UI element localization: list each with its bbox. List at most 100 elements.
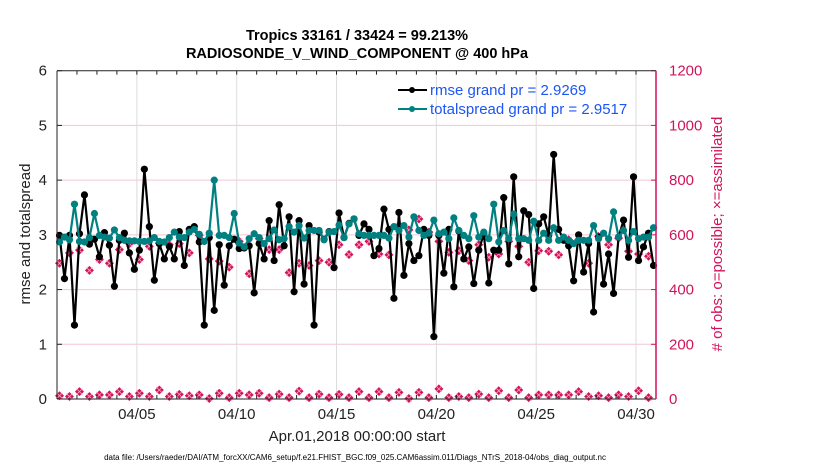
obs-assimilated-marker: [574, 387, 584, 397]
rmse-point: [220, 281, 228, 289]
totalspread-point: [575, 236, 583, 244]
obs-assimilated-marker: [534, 390, 544, 400]
marker-cross: [645, 394, 652, 401]
rmse-point: [330, 264, 338, 272]
totalspread-point: [609, 208, 618, 216]
totalspread-point: [455, 226, 463, 235]
totalspread-point: [150, 233, 158, 242]
rmse-point: [145, 223, 153, 231]
rmse-point: [210, 306, 218, 314]
rmse-point: [525, 211, 533, 219]
legend-totalspread-label: totalspread grand pr = 2.9517: [430, 101, 627, 118]
rmse-point: [624, 253, 633, 261]
totalspread-point: [545, 236, 553, 244]
marker-cross: [645, 252, 652, 260]
totalspread-point: [165, 233, 173, 242]
obs-assimilated-marker: [144, 392, 154, 402]
obs-assimilated-marker: [414, 387, 424, 397]
obs-assimilated-marker: [424, 393, 434, 403]
marker-cross: [86, 267, 93, 274]
obs-assimilated-marker: [314, 389, 324, 399]
chart-subtitle: RADIOSONDE_V_WIND_COMPONENT @ 400 hPa: [186, 46, 529, 62]
obs-assimilated-marker: [544, 390, 554, 400]
totalspread-point: [205, 229, 213, 237]
rmse-point: [415, 252, 423, 260]
rmse-point: [440, 269, 448, 277]
totalspread-point: [594, 235, 603, 243]
totalspread-point: [465, 235, 473, 243]
obs-assimilated-marker: [84, 392, 94, 402]
obs-assimilated-marker: [94, 390, 104, 400]
obs-assimilated-marker: [554, 390, 564, 400]
totalspread-point: [590, 221, 598, 230]
marker-cross: [445, 394, 453, 401]
totalspread-point: [370, 231, 378, 239]
totalspread-point: [245, 235, 253, 243]
totalspread-point: [490, 200, 498, 208]
totalspread-point: [70, 200, 79, 208]
rmse-point: [165, 242, 173, 250]
marker-cross: [385, 394, 393, 401]
rmse-point: [200, 321, 208, 329]
marker-cross: [405, 395, 413, 402]
marker-cross: [395, 389, 403, 396]
marker-cross: [425, 394, 433, 401]
rmse-point: [280, 242, 288, 250]
totalspread-point: [540, 229, 548, 237]
rmse-point: [225, 242, 233, 250]
rmse-point: [135, 246, 143, 254]
y-right-tick-label: 600: [669, 227, 694, 244]
totalspread-point: [614, 233, 623, 241]
y-tick-label: 6: [39, 63, 47, 80]
y-axis-label: rmse and totalspread: [17, 164, 34, 305]
totalspread-point: [80, 238, 89, 246]
obs-assimilated-marker: [174, 389, 184, 399]
obs-assimilated-marker: [134, 388, 144, 398]
rmse-point: [485, 279, 493, 287]
obs-possible-marker: [324, 257, 334, 267]
totalspread-point: [515, 235, 523, 243]
rmse-point: [80, 191, 89, 199]
rmse-point: [180, 261, 188, 270]
obs-assimilated-marker: [294, 386, 304, 396]
totalspread-point: [365, 231, 373, 239]
totalspread-point: [320, 236, 328, 244]
marker-cross: [285, 394, 293, 401]
rmse-point: [540, 213, 548, 221]
totalspread-point: [425, 229, 433, 237]
marker-cross: [575, 388, 582, 395]
marker-cross: [245, 391, 253, 399]
marker-cross: [485, 394, 493, 401]
rmse-point: [634, 256, 643, 265]
rmse-point: [70, 321, 79, 329]
rmse-point: [390, 294, 398, 302]
marker-cross: [185, 392, 193, 399]
obs-assimilated-marker: [104, 390, 114, 400]
rmse-point: [450, 283, 458, 291]
obs-assimilated-marker: [614, 390, 624, 400]
totalspread-point: [350, 215, 358, 223]
totalspread-point: [505, 235, 513, 243]
obs-possible-marker: [384, 250, 394, 260]
marker-cross: [435, 385, 443, 393]
totalspread-point: [110, 226, 119, 234]
y-tick-label: 1: [39, 336, 47, 353]
obs-assimilated-marker: [564, 390, 574, 400]
totalspread-point: [599, 229, 608, 237]
totalspread-point: [410, 213, 418, 221]
rmse-point: [310, 321, 318, 329]
totalspread-point: [629, 227, 638, 236]
totalspread-point: [315, 226, 323, 235]
totalspread-point: [295, 221, 303, 230]
rmse-point: [365, 225, 373, 233]
totalspread-point: [405, 233, 413, 241]
y-tick-label: 4: [39, 172, 47, 189]
obs-assimilated-marker: [344, 393, 354, 403]
obs-assimilated-marker: [264, 393, 274, 403]
totalspread-point: [440, 228, 448, 236]
totalspread-point: [340, 233, 348, 242]
totalspread-point: [415, 226, 423, 235]
totalspread-point: [170, 228, 178, 236]
totalspread-point: [500, 226, 508, 235]
x-tick-label: 04/20: [418, 406, 456, 423]
